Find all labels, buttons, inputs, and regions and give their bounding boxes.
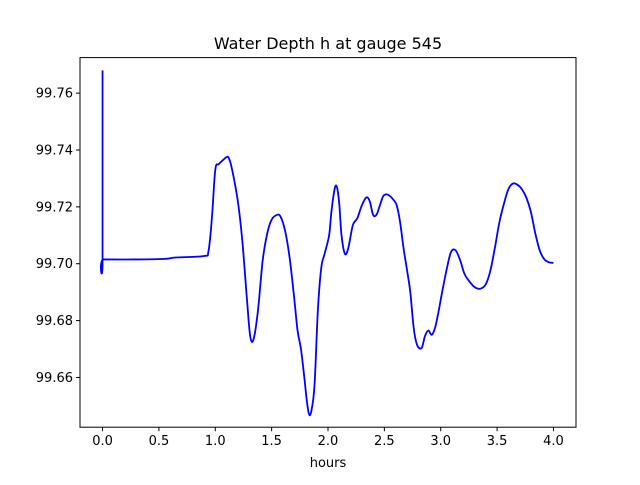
axes-frame bbox=[79, 57, 577, 428]
y-axis-ticks: 99.66 99.68 99.70 99.72 99.74 99.76 bbox=[36, 87, 80, 386]
x-tick-label: 4.0 bbox=[543, 434, 564, 449]
y-tick-label: 99.66 bbox=[36, 371, 73, 386]
x-tick-label: 3.0 bbox=[430, 434, 451, 449]
y-tick-label: 99.74 bbox=[36, 144, 73, 159]
x-tick-label: 0.5 bbox=[149, 434, 170, 449]
x-tick-label: 0.0 bbox=[92, 434, 113, 449]
x-axis-label: hours bbox=[310, 456, 347, 471]
x-tick-label: 1.5 bbox=[261, 434, 282, 449]
y-tick-label: 99.70 bbox=[36, 257, 73, 272]
x-axis-ticks: 0.0 0.5 1.0 1.5 2.0 2.5 3.0 3.5 4.0 bbox=[92, 427, 564, 449]
y-tick-label: 99.68 bbox=[36, 314, 73, 329]
x-tick-label: 3.5 bbox=[487, 434, 508, 449]
plot-area bbox=[100, 70, 554, 417]
y-tick-label: 99.72 bbox=[36, 200, 73, 215]
x-tick-label: 1.0 bbox=[205, 434, 226, 449]
x-tick-label: 2.0 bbox=[318, 434, 339, 449]
y-tick-label: 99.76 bbox=[36, 87, 73, 102]
x-tick-label: 2.5 bbox=[374, 434, 395, 449]
chart-title: Water Depth h at gauge 545 bbox=[214, 34, 442, 53]
series-line bbox=[100, 70, 554, 417]
